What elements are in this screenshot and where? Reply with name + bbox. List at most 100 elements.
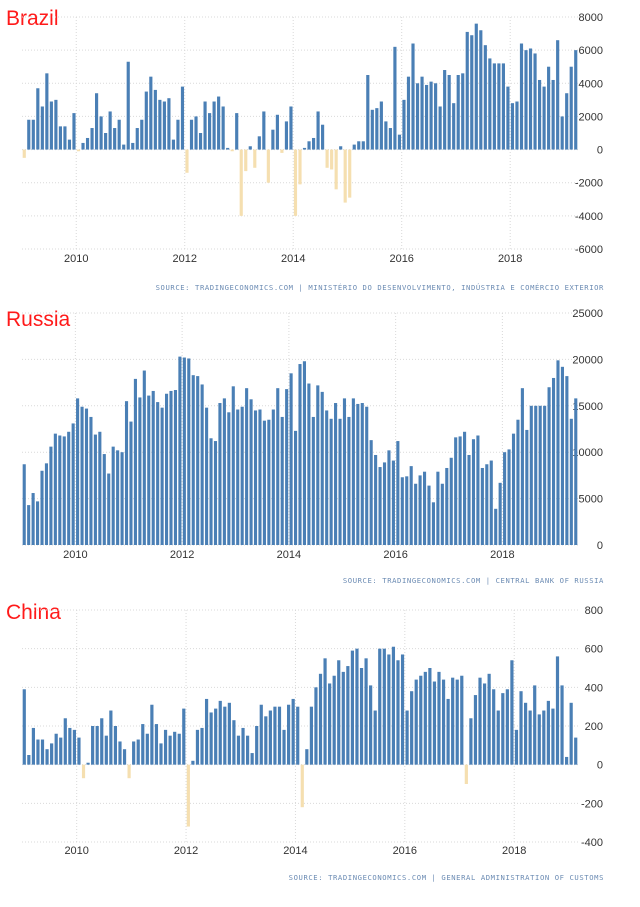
bar (113, 726, 118, 765)
bar (208, 113, 212, 150)
bar (298, 149, 302, 185)
bar (556, 40, 560, 150)
bar (95, 93, 99, 150)
bar (262, 420, 266, 545)
bar (402, 99, 406, 150)
bar (449, 457, 453, 545)
bar (31, 493, 35, 545)
bar (565, 756, 569, 765)
bar (189, 119, 194, 150)
bar (305, 749, 309, 765)
russia-bar-chart: 25000 20000 15000 10000 5000 0 2010 2012 2014 201… (22, 308, 603, 561)
bar (350, 650, 354, 765)
bar (160, 407, 164, 545)
bar (171, 139, 176, 150)
bar (226, 147, 230, 150)
bar (497, 63, 501, 150)
bar (107, 473, 111, 545)
bar (428, 668, 432, 765)
bar (213, 441, 218, 545)
bar (471, 439, 476, 545)
bar (209, 438, 213, 545)
bar (318, 673, 323, 765)
chart-title: Brazil (6, 7, 59, 30)
bar (162, 101, 166, 150)
bar (62, 436, 66, 545)
bar (91, 726, 95, 765)
bar (533, 685, 537, 765)
bar (510, 660, 514, 765)
bar (487, 673, 491, 765)
bar (524, 702, 528, 765)
bar (515, 101, 519, 150)
bar (77, 737, 81, 765)
bar (432, 681, 437, 765)
bar (250, 753, 254, 765)
bar (239, 149, 243, 216)
bar (93, 434, 97, 545)
bar (542, 710, 546, 765)
bar (488, 58, 492, 150)
bar (387, 654, 391, 765)
bar (302, 361, 306, 545)
bar (314, 687, 318, 765)
bar (45, 73, 49, 150)
bar (27, 755, 31, 765)
y-tick-label: 400 (585, 682, 603, 694)
bar (485, 464, 489, 545)
bar (27, 505, 31, 545)
bar (547, 66, 551, 150)
bar (165, 393, 169, 545)
x-tick-label: 2012 (172, 253, 196, 265)
bar (418, 475, 422, 545)
bar (429, 81, 433, 150)
bar (185, 149, 189, 173)
bar (505, 689, 509, 765)
bar (370, 109, 374, 150)
bar (289, 373, 293, 545)
x-tick-label: 2012 (170, 549, 194, 561)
y-tick-label: 600 (585, 644, 603, 656)
bar (391, 460, 395, 545)
bar (352, 144, 356, 150)
bar (528, 710, 532, 765)
bar (280, 149, 284, 153)
bar (205, 407, 209, 545)
bar (227, 412, 231, 545)
bar (400, 477, 404, 545)
bar (405, 476, 409, 545)
bar (451, 677, 455, 765)
bar (86, 762, 90, 765)
bar (159, 743, 163, 765)
bar (141, 724, 145, 765)
bar (343, 149, 347, 203)
bar (348, 149, 352, 198)
bar (489, 460, 493, 545)
bar (245, 388, 249, 545)
bar (180, 86, 185, 150)
bar (182, 708, 186, 765)
bar (63, 126, 67, 150)
bar (40, 106, 44, 150)
bar (111, 446, 115, 545)
bar (176, 119, 180, 150)
y-tick-label: 8000 (579, 12, 603, 24)
bar (560, 366, 564, 545)
x-tick-label: 2018 (502, 845, 526, 857)
bar (347, 416, 351, 545)
bar (36, 739, 40, 765)
bar (341, 671, 345, 765)
bar (54, 99, 58, 150)
bar (95, 726, 99, 765)
bar (309, 706, 313, 765)
bar (382, 648, 386, 765)
bar (316, 385, 320, 545)
russia-chart-panel: Russia 25000 20000 15000 10000 5000 0 2010 2012… (0, 300, 640, 595)
x-tick-label: 2010 (64, 253, 88, 265)
bar (424, 84, 429, 150)
bar (63, 718, 67, 765)
bar (387, 450, 391, 545)
bar (364, 658, 368, 765)
bar (325, 410, 329, 545)
brazil-chart-panel: Brazil 8000 6000 4000 2000 0 -2000 -4000 -6000 2… (0, 0, 640, 300)
